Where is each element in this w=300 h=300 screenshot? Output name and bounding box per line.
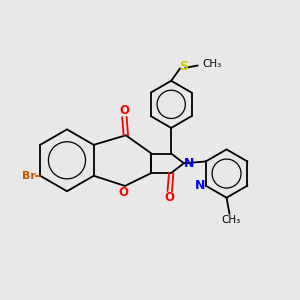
Text: O: O [165, 191, 175, 204]
Text: O: O [118, 186, 128, 199]
Text: S: S [179, 61, 188, 74]
Text: N: N [184, 157, 194, 170]
Text: N: N [195, 179, 206, 192]
Text: O: O [119, 104, 129, 117]
Text: CH₃: CH₃ [221, 215, 241, 225]
Text: Br: Br [22, 171, 36, 181]
Text: CH₃: CH₃ [202, 59, 221, 69]
